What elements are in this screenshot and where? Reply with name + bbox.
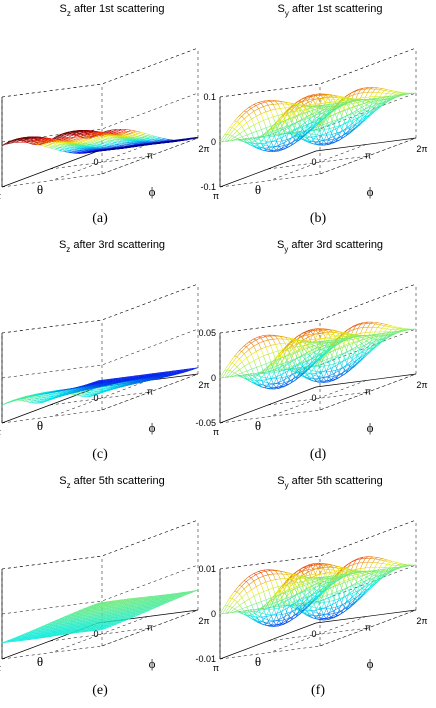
chart-panel-b: -0.1 0 0.1 π 0 π 2π θ ϕ Sy after 1st scattering (b… <box>200 0 436 236</box>
theta-tick-label: π <box>0 663 1 673</box>
chart-panel-c: 00.51π0π2πθϕSz after 3rd scattering(c) <box>0 236 218 472</box>
panel-caption-f: (f) <box>311 683 325 698</box>
theta-tick-label: 0 <box>93 629 98 639</box>
axis-box-a <box>1 47 199 188</box>
panel-caption-e: (e) <box>92 683 108 698</box>
phi-axis-line <box>97 609 199 624</box>
z-tick-label: -0.05 <box>195 418 216 428</box>
chart-panel-f: -0.01 0 0.01 π 0 π 2π θ ϕ Sy after 5th scattering… <box>195 472 436 708</box>
theta-axis-line <box>219 150 317 188</box>
theta-tick-label: π <box>0 427 1 437</box>
panel-title-e: Sz after 5th scattering <box>59 475 165 490</box>
z-tick-label: 0.01 <box>198 564 216 574</box>
surface-plot-e: 00.51π0π2πθϕSz after 5th scattering(e) <box>0 475 210 698</box>
phi-axis-label: ϕ <box>149 420 156 435</box>
theta-tick-label: π <box>213 191 219 201</box>
surface-mesh-a <box>1 128 199 154</box>
z-tick-label: -0.1 <box>200 182 216 192</box>
phi-tick-label: 2π <box>198 616 209 626</box>
panel-title-a: Sz after 1st scattering <box>60 3 165 18</box>
z-tick-label: 0 <box>211 373 216 383</box>
theta-axis-label: θ <box>255 418 261 433</box>
surface-plot-d: -0.05 0 0.05 π 0 π 2π θ ϕ Sy after 3rd scattering… <box>195 239 427 462</box>
surface-mesh-c <box>1 367 199 406</box>
phi-tick-label: 2π <box>416 616 427 626</box>
theta-tick-label: 0 <box>311 629 316 639</box>
theta-axis-line <box>1 386 99 424</box>
theta-tick-label: 0 <box>311 157 316 167</box>
phi-axis-label: ϕ <box>367 656 374 671</box>
z-tick-label: 0 <box>211 609 216 619</box>
axis-box-c <box>1 283 199 424</box>
theta-axis-line <box>1 150 99 188</box>
surface-mesh-b <box>219 87 417 153</box>
theta-axis-label: θ <box>37 418 43 433</box>
panel-caption-b: (b) <box>310 211 327 226</box>
surface-plot-c: 00.51π0π2πθϕSz after 3rd scattering(c) <box>0 239 210 462</box>
chart-panel-a: 00.51π0π2πθϕSz after 1st scattering(a) <box>0 0 218 236</box>
axis-box-e <box>1 519 199 660</box>
phi-axis-line <box>315 373 417 388</box>
theta-axis-label: θ <box>255 654 261 669</box>
phi-tick-label: π <box>365 151 371 161</box>
surface-plot-a: 00.51π0π2πθϕSz after 1st scattering(a) <box>0 3 210 226</box>
theta-axis-line <box>219 622 317 660</box>
panel-caption-a: (a) <box>92 211 108 226</box>
surface-mesh-e <box>1 589 199 644</box>
phi-tick-label: 2π <box>416 380 427 390</box>
chart-panel-d: -0.05 0 0.05 π 0 π 2π θ ϕ Sy after 3rd scattering… <box>195 236 436 472</box>
phi-tick-label: 2π <box>198 380 209 390</box>
phi-axis-label: ϕ <box>149 184 156 199</box>
theta-axis-label: θ <box>255 182 261 197</box>
phi-axis-label: ϕ <box>367 184 374 199</box>
theta-tick-label: 0 <box>311 393 316 403</box>
theta-tick-label: π <box>213 663 219 673</box>
phi-tick-label: π <box>147 623 153 633</box>
phi-tick-label: π <box>365 623 371 633</box>
z-tick-label: 0.05 <box>198 328 216 338</box>
phi-axis-line <box>315 609 417 624</box>
theta-tick-label: 0 <box>93 157 98 167</box>
theta-tick-label: π <box>213 427 219 437</box>
phi-axis-line <box>315 137 417 152</box>
panel-title-f: Sy after 5th scattering <box>277 475 383 490</box>
axis-box-d <box>219 283 417 424</box>
theta-tick-label: 0 <box>93 393 98 403</box>
phi-tick-label: 2π <box>416 144 427 154</box>
phi-tick-label: 2π <box>198 144 209 154</box>
chart-panel-e: 00.51π0π2πθϕSz after 5th scattering(e) <box>0 472 218 708</box>
panel-title-b: Sy after 1st scattering <box>278 3 383 18</box>
phi-axis-label: ϕ <box>149 656 156 671</box>
surface-plot-b: -0.1 0 0.1 π 0 π 2π θ ϕ Sy after 1st scattering (b… <box>200 3 427 226</box>
axis-box-f <box>219 519 417 660</box>
phi-tick-label: π <box>147 387 153 397</box>
z-tick-label: -0.01 <box>195 654 216 664</box>
surface-mesh-f <box>219 556 417 627</box>
phi-tick-label: π <box>365 387 371 397</box>
phi-axis-label: ϕ <box>367 420 374 435</box>
theta-axis-label: θ <box>37 182 43 197</box>
theta-axis-label: θ <box>37 654 43 669</box>
panel-title-d: Sy after 3rd scattering <box>277 239 383 254</box>
theta-axis-line <box>219 386 317 424</box>
surface-plot-f: -0.01 0 0.01 π 0 π 2π θ ϕ Sy after 5th scattering… <box>195 475 427 698</box>
panel-caption-c: (c) <box>92 447 108 462</box>
z-tick-label: 0 <box>211 137 216 147</box>
theta-tick-label: π <box>0 191 1 201</box>
z-tick-label: 0.1 <box>203 92 216 102</box>
phi-tick-label: π <box>147 151 153 161</box>
panel-caption-d: (d) <box>310 447 327 462</box>
surface-mesh-d <box>219 321 417 390</box>
panel-title-c: Sz after 3rd scattering <box>59 239 165 254</box>
